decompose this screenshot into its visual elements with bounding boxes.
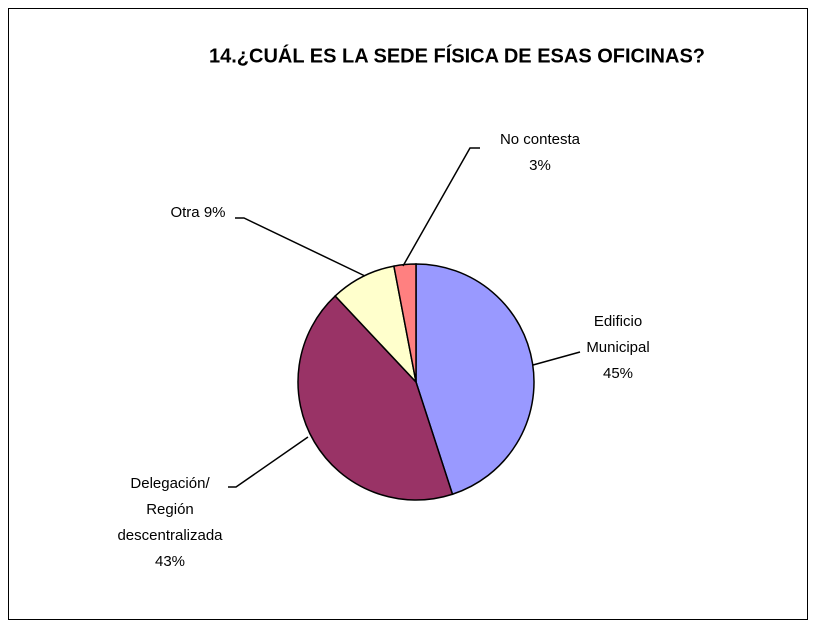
leader-line <box>402 147 480 267</box>
value-label: 43% <box>154 553 186 570</box>
value-label: 45% <box>602 365 634 382</box>
slice-label: Delegación/ Región descentralizada 43% <box>60 471 280 575</box>
leader-line <box>532 351 581 366</box>
category-label: No contesta <box>499 131 581 148</box>
pie-slice <box>415 263 535 496</box>
slice-label: Edificio Municipal 45% <box>508 309 728 387</box>
pie-slice <box>297 294 454 501</box>
leader-line <box>235 217 366 277</box>
category-label: Edificio Municipal <box>586 313 650 356</box>
slice-label: No contesta 3% <box>430 127 650 179</box>
pie-slice <box>393 263 417 383</box>
slice-label: Otra 9% <box>88 200 308 226</box>
value-label: 3% <box>529 157 551 174</box>
category-label: Delegación/ Región descentralizada <box>117 475 223 544</box>
leader-line <box>228 436 309 488</box>
value-label: 9% <box>203 204 226 221</box>
chart-title: 14.¿CUÁL ES LA SEDE FÍSICA DE ESAS OFICI… <box>209 44 705 67</box>
category-label: Otra <box>170 204 200 221</box>
